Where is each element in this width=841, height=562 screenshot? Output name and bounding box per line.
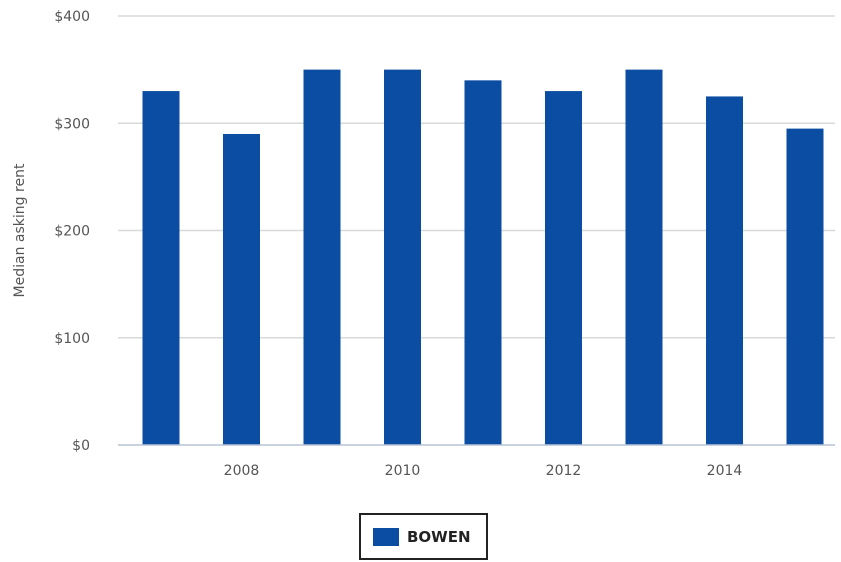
bar[interactable] bbox=[706, 96, 743, 445]
y-tick-label: $100 bbox=[54, 331, 90, 347]
bar[interactable] bbox=[142, 91, 180, 445]
bar[interactable] bbox=[786, 128, 824, 446]
bar[interactable] bbox=[545, 91, 582, 445]
bar[interactable] bbox=[464, 80, 502, 445]
legend-label: BOWEN bbox=[407, 527, 471, 546]
x-tick-label: 2008 bbox=[224, 463, 260, 479]
bar[interactable] bbox=[384, 69, 421, 445]
bar[interactable] bbox=[625, 69, 663, 445]
bar[interactable] bbox=[303, 69, 341, 445]
bar[interactable] bbox=[223, 133, 260, 445]
x-axis-ticks: 2008 2010 2012 2014 bbox=[224, 463, 743, 479]
y-tick-label: $0 bbox=[72, 438, 90, 454]
bar-series bbox=[142, 69, 824, 446]
x-tick-label: 2012 bbox=[546, 463, 582, 479]
x-tick-label: 2010 bbox=[385, 463, 421, 479]
legend-swatch bbox=[373, 527, 399, 546]
y-tick-label: $400 bbox=[54, 9, 90, 25]
y-tick-label: $300 bbox=[54, 116, 90, 132]
x-tick-label: 2014 bbox=[707, 463, 743, 479]
legend[interactable]: BOWEN bbox=[359, 513, 488, 560]
y-axis-ticks: $0 $100 $200 $300 $400 bbox=[54, 9, 90, 454]
y-axis-title: Median asking rent bbox=[12, 163, 28, 297]
y-tick-label: $200 bbox=[54, 224, 90, 240]
